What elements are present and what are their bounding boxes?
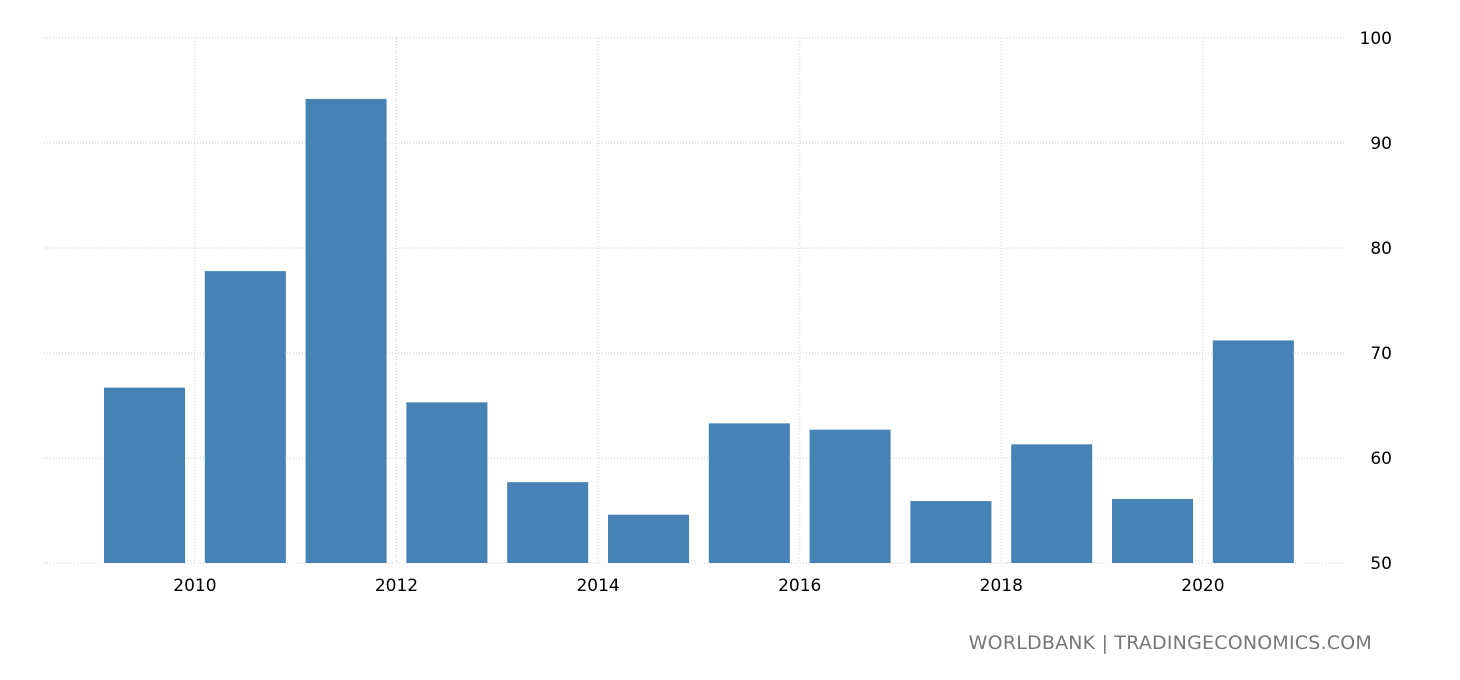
x-axis-ticks: 2010 2012 2014 2016 2018 2020: [173, 576, 1224, 596]
bar-2009: [104, 387, 185, 563]
x-tick-label: 2018: [980, 576, 1023, 596]
y-tick-label: 70: [1370, 344, 1392, 364]
x-tick-label: 2020: [1181, 576, 1224, 596]
bar-2012: [406, 402, 488, 563]
y-tick-label: 60: [1370, 449, 1392, 469]
bar-2019: [1112, 498, 1193, 563]
x-tick-label: 2012: [375, 576, 418, 596]
y-tick-label: 50: [1370, 554, 1392, 574]
bar-2015: [708, 423, 790, 563]
bar-2013: [507, 482, 589, 563]
source-credit: WORLDBANK | TRADINGECONOMICS.COM: [968, 632, 1372, 654]
bar-2020: [1212, 340, 1294, 563]
bar-2016: [809, 429, 891, 563]
bar-2014: [608, 514, 689, 563]
bar-2018: [1011, 444, 1093, 563]
bar-2017: [910, 501, 992, 563]
y-axis-ticks: 50 60 70 80 90 100: [1360, 29, 1392, 574]
bar-2010: [204, 271, 286, 563]
x-tick-label: 2014: [576, 576, 619, 596]
y-tick-label: 80: [1370, 239, 1392, 259]
x-tick-label: 2016: [778, 576, 821, 596]
bar-2011: [305, 98, 387, 564]
y-tick-label: 90: [1370, 134, 1392, 154]
bars: [104, 98, 1294, 564]
x-tick-label: 2010: [173, 576, 216, 596]
y-tick-label: 100: [1360, 29, 1392, 49]
bar-chart: 50 60 70 80 90 100 2010 2012 2014 2016 2018 2020: [44, 29, 1392, 596]
